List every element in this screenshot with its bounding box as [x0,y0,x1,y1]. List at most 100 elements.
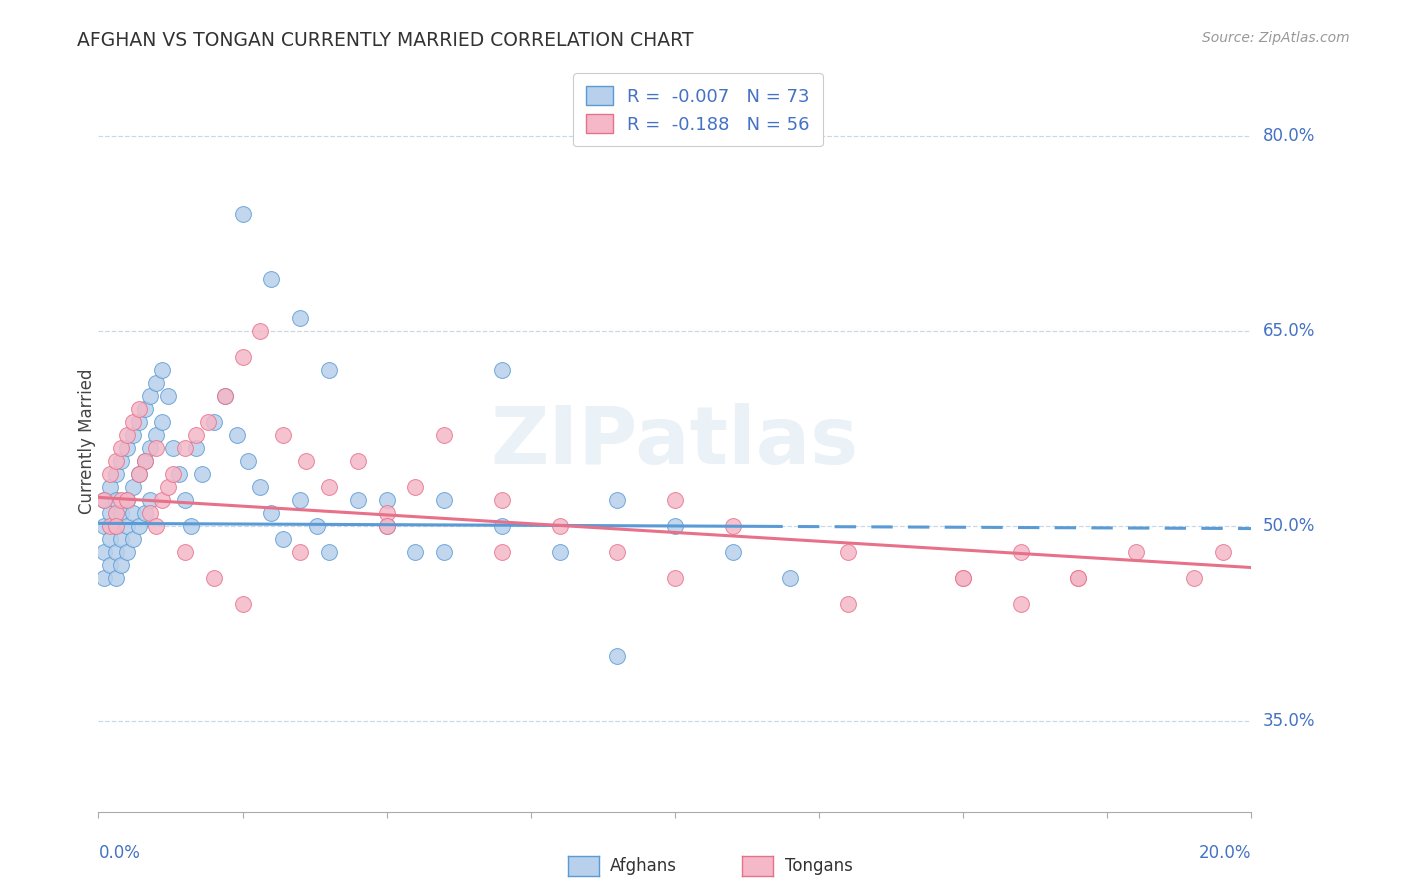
Point [110,493,132,508]
Text: 50.0%: 50.0% [1263,517,1315,535]
Point [145,519,167,533]
Point [664,571,686,585]
Point [174,545,197,559]
Point [290,493,312,508]
Point [117,545,139,559]
Point [271,428,294,442]
Point [139,493,162,508]
Point [122,532,145,546]
Point [606,493,628,508]
Point [202,415,225,429]
Point [405,545,427,559]
Point [186,428,208,442]
Text: Tongans: Tongans [785,857,852,875]
Point [433,545,456,559]
Point [214,389,236,403]
Point [952,571,974,585]
Point [318,480,340,494]
Point [664,493,686,508]
Point [134,454,156,468]
Point [1010,545,1032,559]
Point [93,571,115,585]
Y-axis label: Currently Married: Currently Married [79,368,96,515]
Point [548,545,571,559]
Text: AFGHAN VS TONGAN CURRENTLY MARRIED CORRELATION CHART: AFGHAN VS TONGAN CURRENTLY MARRIED CORRE… [77,31,693,50]
Point [156,389,179,403]
Point [260,272,283,286]
Text: 0.0%: 0.0% [98,844,141,863]
Point [104,571,127,585]
Point [139,441,162,455]
Point [197,415,219,429]
Point [606,648,628,663]
Point [405,480,427,494]
Point [180,519,202,533]
Text: Afghans: Afghans [610,857,678,875]
Point [122,480,145,494]
Point [117,519,139,533]
Point [1067,571,1090,585]
Point [721,545,744,559]
Point [295,454,318,468]
Point [952,571,974,585]
Point [214,389,236,403]
Point [93,519,115,533]
Text: Source: ZipAtlas.com: Source: ZipAtlas.com [1202,31,1350,45]
Point [98,558,121,572]
Point [433,493,456,508]
Point [191,467,214,481]
Point [104,454,127,468]
Point [145,441,167,455]
Point [134,454,156,468]
Point [110,558,132,572]
Point [1212,545,1234,559]
Point [491,493,513,508]
Point [139,506,162,520]
Point [375,506,398,520]
Point [548,519,571,533]
Point [104,506,127,520]
Point [134,402,156,417]
Point [104,519,127,533]
Text: 35.0%: 35.0% [1263,712,1315,730]
Point [98,480,121,494]
Point [145,428,167,442]
Point [156,480,179,494]
Point [307,519,329,533]
Point [128,415,150,429]
Point [128,519,150,533]
Point [779,571,801,585]
Point [110,506,132,520]
Point [1125,545,1147,559]
Point [98,506,121,520]
Point [128,467,150,481]
Point [117,493,139,508]
Point [318,545,340,559]
Point [134,506,156,520]
Point [98,532,121,546]
Point [249,480,271,494]
Point [837,597,859,611]
Point [433,428,456,442]
Point [1067,571,1090,585]
Point [150,363,173,377]
Point [162,441,184,455]
Point [104,545,127,559]
Point [491,545,513,559]
Point [721,519,744,533]
Point [117,493,139,508]
Point [290,311,312,326]
Point [93,493,115,508]
Point [167,467,190,481]
Point [318,363,340,377]
Point [122,415,145,429]
Point [150,415,173,429]
Point [231,597,254,611]
Point [375,493,398,508]
Point [271,532,294,546]
Point [238,454,260,468]
Point [145,376,167,390]
Point [1010,597,1032,611]
Point [98,467,121,481]
Point [110,454,132,468]
